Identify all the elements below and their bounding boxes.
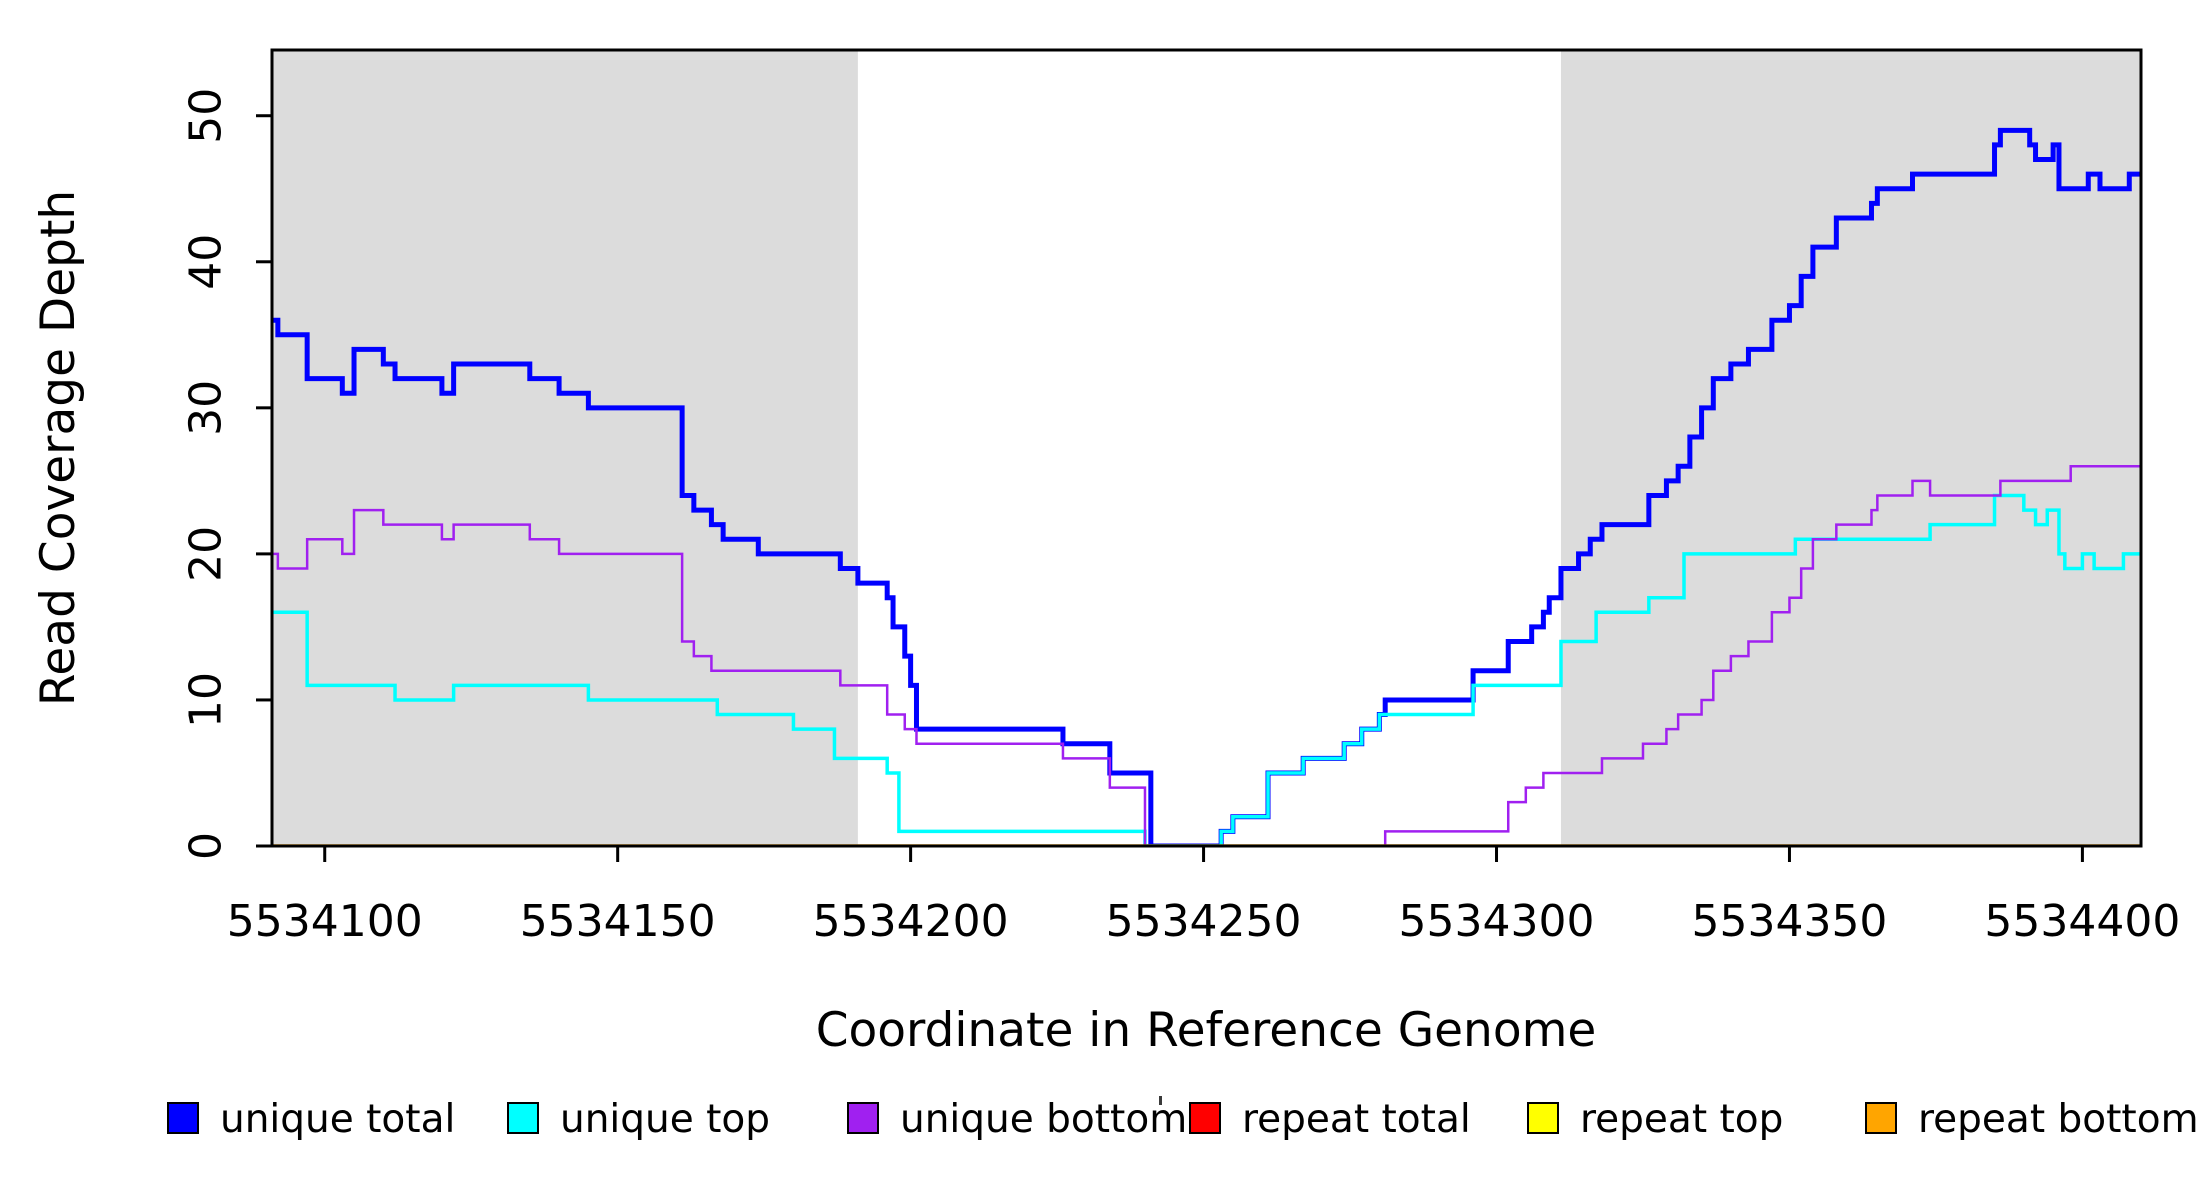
legend-label-unique-total: unique total xyxy=(220,1097,455,1142)
legend-swatch-repeat-bottom xyxy=(1865,1102,1897,1134)
plot-border xyxy=(270,48,2143,848)
y-axis: 0 10 20 30 40 50 xyxy=(181,88,272,860)
legend-item-unique-bottom: unique bottom xyxy=(847,1097,1187,1142)
series-unique-bottom-line xyxy=(272,465,2141,846)
legend-swatch-unique-total xyxy=(167,1102,199,1134)
x-tick-label-5534150: 5534150 xyxy=(520,896,716,947)
x-tick-label-5534300: 5534300 xyxy=(1399,896,1595,947)
x-tick-label-5534100: 5534100 xyxy=(227,896,423,947)
legend-item-repeat-total: repeat total xyxy=(1189,1097,1471,1142)
series-unique-top-line xyxy=(272,493,2141,846)
legend-label-unique-bottom: unique bottom xyxy=(900,1097,1187,1142)
y-tick-label-0: 0 xyxy=(181,832,232,860)
y-tick-label-30: 30 xyxy=(181,380,232,436)
y-tick-label-40: 40 xyxy=(181,234,232,290)
legend-swatch-repeat-total xyxy=(1189,1102,1221,1134)
y-axis-title: Read Coverage Depth xyxy=(31,190,86,706)
y-tick-label-10: 10 xyxy=(181,672,232,728)
legend-item-repeat-bottom: repeat bottom xyxy=(1865,1097,2199,1142)
x-tick-label-5534200: 5534200 xyxy=(813,896,1009,947)
legend-label-repeat-bottom: repeat bottom xyxy=(1918,1097,2199,1142)
x-tick-label-5534400: 5534400 xyxy=(1984,896,2180,947)
legend-label-repeat-top: repeat top xyxy=(1580,1097,1783,1142)
legend-swatch-unique-bottom xyxy=(847,1102,879,1134)
shaded-region-0 xyxy=(272,50,858,846)
legend-label-unique-top: unique top xyxy=(560,1097,770,1142)
x-tick-label-5534350: 5534350 xyxy=(1691,896,1887,947)
x-tick-label-5534250: 5534250 xyxy=(1106,896,1302,947)
shaded-regions xyxy=(272,50,2141,846)
legend-item-repeat-top: repeat top xyxy=(1527,1097,1783,1142)
y-tick-label-50: 50 xyxy=(181,88,232,144)
legend-item-unique-top: unique top xyxy=(507,1097,770,1142)
legend-label-repeat-total: repeat total xyxy=(1242,1097,1471,1142)
stray-mark xyxy=(1159,1096,1162,1105)
x-axis-title: Coordinate in Reference Genome xyxy=(816,1003,1597,1058)
legend-swatch-unique-top xyxy=(507,1102,539,1134)
series-unique-total-line xyxy=(272,127,2141,846)
x-axis: 5534100 5534150 5534200 5534250 5534300 55343… xyxy=(227,846,2180,947)
legend-swatch-repeat-top xyxy=(1527,1102,1559,1134)
shaded-region-1 xyxy=(1560,50,2141,846)
y-tick-label-20: 20 xyxy=(181,526,232,582)
plot-series xyxy=(272,127,2141,846)
legend: unique total unique top unique bottom repea… xyxy=(167,1097,2199,1142)
legend-item-unique-total: unique total xyxy=(167,1097,455,1142)
